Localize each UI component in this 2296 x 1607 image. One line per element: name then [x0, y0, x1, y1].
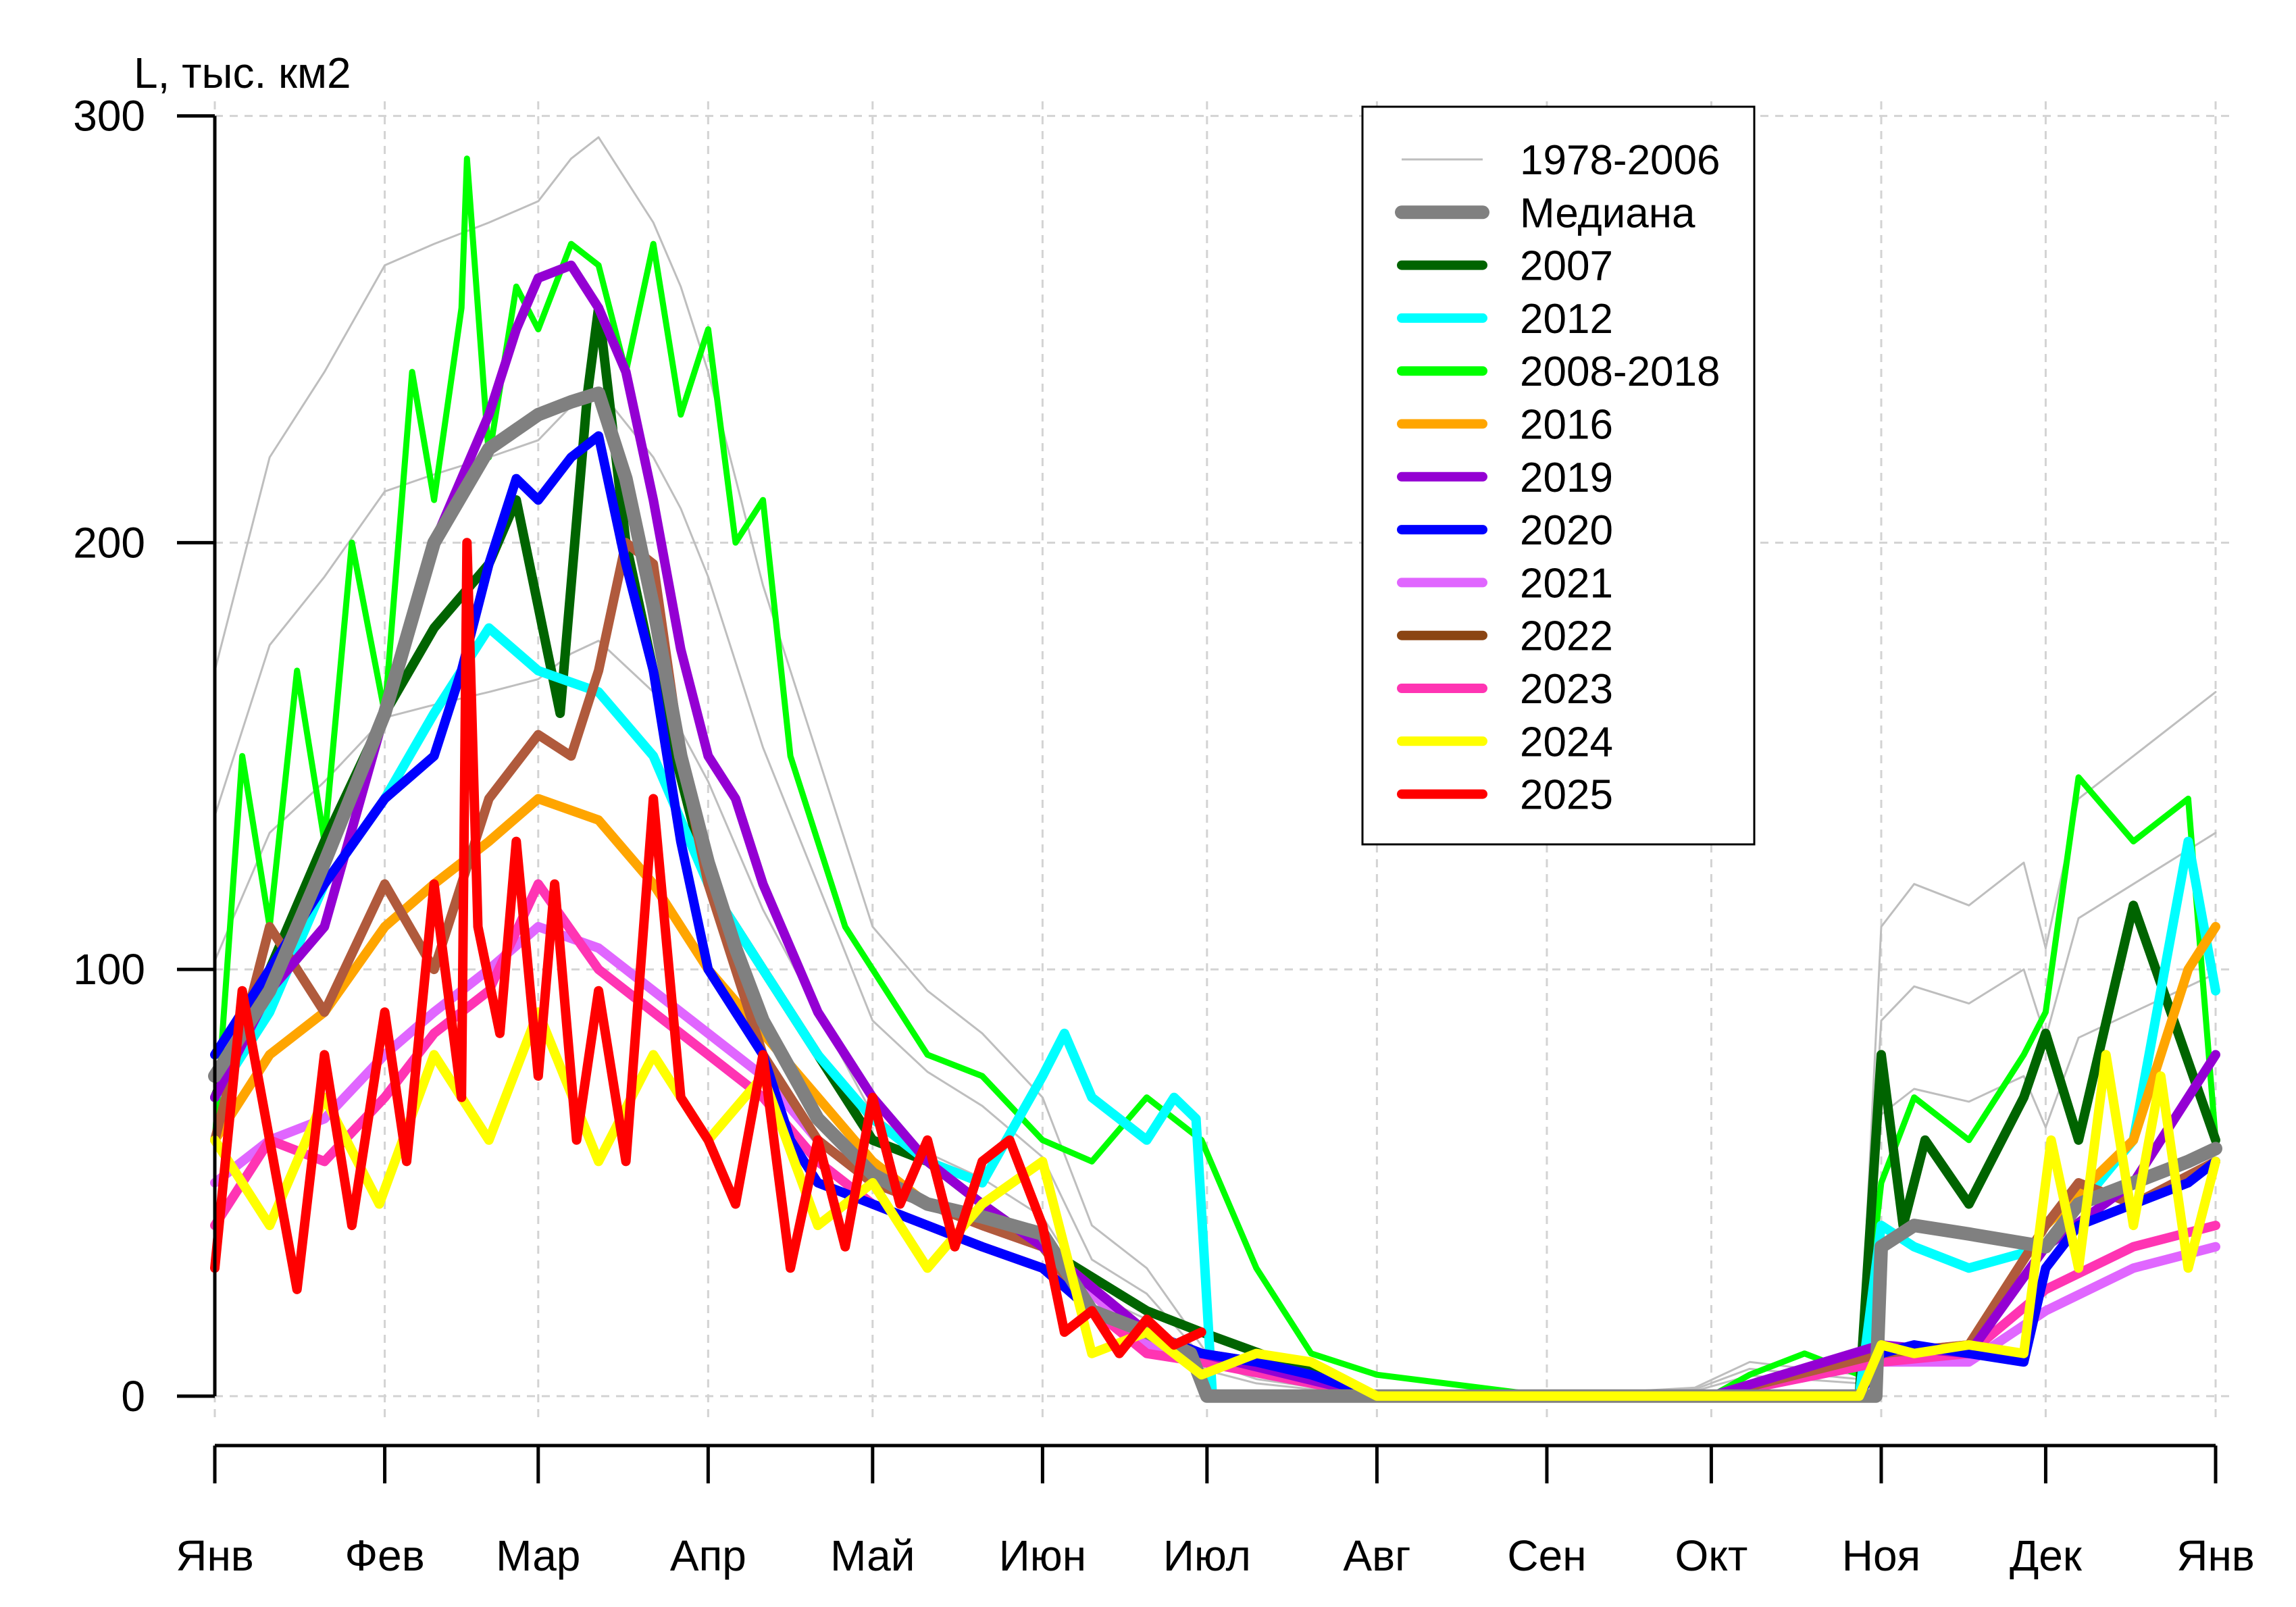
- legend-label: 2008-2018: [1520, 349, 1720, 395]
- legend-label: 2012: [1520, 296, 1613, 342]
- x-tick-label: Авг: [1343, 1531, 1410, 1580]
- legend-label: 2016: [1520, 402, 1613, 449]
- series-line-2025: [210, 538, 1206, 1358]
- series-layer: [208, 136, 2222, 1403]
- legend-label: 1978-2006: [1520, 137, 1720, 184]
- y-tick-label: 200: [73, 518, 145, 567]
- x-tick-label: Дек: [2010, 1531, 2083, 1580]
- legend-label: 2019: [1520, 455, 1613, 501]
- legend-label: 2007: [1520, 243, 1613, 290]
- y-tick-label: 300: [73, 92, 145, 141]
- series-line-1978-2006: [213, 640, 2217, 1398]
- axes: 0 100 200 300 Янв Фев Мар Апр Май Июн Июл Авг Сен Окт…: [73, 92, 2255, 1580]
- x-tick-label: Янв: [176, 1531, 254, 1580]
- series-line-2008-2018: [211, 155, 2219, 1400]
- x-tick-label: Апр: [670, 1531, 746, 1580]
- x-tick-label: Ноя: [1842, 1531, 1920, 1580]
- x-tick-label: Июн: [999, 1531, 1086, 1580]
- x-tick-label: Окт: [1675, 1531, 1748, 1580]
- legend-label: 2020: [1520, 507, 1613, 554]
- x-tick-label: Мар: [496, 1531, 580, 1580]
- legend-label: 2021: [1520, 560, 1613, 607]
- legend-label: 2024: [1520, 719, 1613, 765]
- series-line-1978-2006: [213, 136, 2217, 1398]
- x-tick-label: Июл: [1163, 1531, 1251, 1580]
- x-tick-label: Май: [830, 1531, 915, 1580]
- y-axis-label: L, тыс. км2: [134, 49, 351, 97]
- legend-label: 2022: [1520, 613, 1613, 660]
- legend: 1978-2006 Медиана 2007 2012 2008-2018 2016 201…: [1361, 105, 1756, 846]
- x-tick-label: Сен: [1507, 1531, 1586, 1580]
- y-tick-label: 0: [121, 1372, 145, 1421]
- x-tick-label: Янв: [2176, 1531, 2255, 1580]
- y-tick-label: 100: [73, 945, 145, 994]
- x-tick-label: Фев: [345, 1531, 424, 1580]
- legend-label: 2023: [1520, 666, 1613, 713]
- legend-label: 2025: [1520, 772, 1613, 819]
- legend-label: Медиана: [1520, 190, 1695, 236]
